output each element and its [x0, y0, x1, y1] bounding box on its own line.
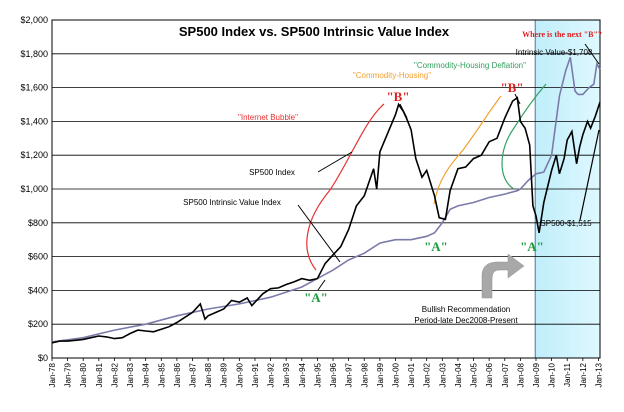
- y-tick-label: $1,000: [20, 184, 48, 194]
- x-tick-label: Jan-10: [548, 362, 557, 387]
- plot-frame: [51, 19, 601, 359]
- commodity-housing-arc: [433, 95, 502, 205]
- x-tick-label: Jan-93: [282, 362, 291, 387]
- x-tick-label: Jan-04: [454, 362, 463, 387]
- bullish-recommendation-line-1: Bullish Recommendation: [422, 305, 511, 314]
- bullish-arrow-icon: [481, 253, 525, 299]
- x-tick-label: Jan-07: [501, 362, 510, 387]
- commodity-deflation-arc: [501, 83, 547, 190]
- internet-bubble-arc: [306, 103, 385, 271]
- y-tick-label: $800: [28, 218, 48, 228]
- y-tick-label: $1,600: [20, 83, 48, 93]
- x-tick-label: Jan-83: [126, 362, 135, 387]
- y-tick-label: $1,400: [20, 116, 48, 126]
- intrinsic-value-label: Intrinsic Value-$1,708: [516, 48, 593, 57]
- x-tick-label: Jan-84: [142, 362, 151, 387]
- a-label-2002: "A": [424, 239, 448, 254]
- y-tick-label: $600: [28, 252, 48, 262]
- x-tick-label: Jan-11: [563, 362, 572, 386]
- x-tick-label: Jan-12: [579, 362, 588, 387]
- b-label-2007: "B": [500, 80, 523, 95]
- x-tick-label: Jan-00: [391, 362, 400, 387]
- commodity-housing-label: "Commodity-Housing": [353, 71, 431, 80]
- commodity-deflation-label: "Commodity-Housing Deflation": [414, 61, 526, 70]
- x-tick-label: Jan-79: [64, 362, 73, 387]
- x-tick-label: Jan-81: [95, 362, 104, 387]
- x-tick-label: Jan-94: [298, 362, 307, 387]
- x-tick-label: Jan-95: [313, 362, 322, 387]
- x-tick-label: Jan-98: [360, 362, 369, 387]
- x-tick-label: Jan-01: [407, 362, 416, 387]
- gridlines: [52, 19, 600, 359]
- x-tick-label: Jan-89: [220, 362, 229, 387]
- sp500-index-label: SP500 Index: [249, 168, 295, 177]
- sp500-index-arrow: [317, 151, 353, 173]
- intrinsic-index-label: SP500 Intrinsic Value Index: [183, 198, 281, 207]
- b-label-2000: "B": [386, 89, 409, 104]
- x-tick-label: Jan-80: [79, 362, 88, 387]
- y-tick-label: $2,000: [20, 15, 48, 25]
- x-tick-label: Jan-09: [532, 362, 541, 387]
- bullish-recommendation-line-2: Period-late Dec2008-Present: [414, 316, 518, 325]
- x-tick-label: Jan-86: [173, 362, 182, 387]
- y-axis-ticks: $0 $200 $400 $600 $800 $1,000 $1,200 $1,400 $1,6…: [20, 15, 48, 363]
- intrinsic-value-line: [51, 56, 601, 343]
- sp500-value-label: SP500-$1,515: [540, 219, 592, 228]
- internet-bubble-label: "Internet Bubble": [238, 113, 298, 122]
- x-tick-label: Jan-08: [516, 362, 525, 387]
- y-tick-label: $400: [28, 285, 48, 295]
- x-tick-label: Jan-03: [438, 362, 447, 387]
- chart-title: SP500 Index vs. SP500 Intrinsic Value In…: [179, 24, 450, 39]
- x-tick-label: Jan-13: [594, 362, 603, 387]
- x-tick-label: Jan-78: [48, 362, 57, 387]
- y-tick-label: $0: [38, 353, 48, 363]
- x-tick-label: Jan-92: [267, 362, 276, 387]
- sp500-index-line: [51, 96, 601, 344]
- x-tick-label: Jan-05: [470, 362, 479, 387]
- a-arrow-1: [317, 279, 326, 291]
- next-b-arrow: [584, 43, 600, 65]
- x-tick-label: Jan-85: [157, 362, 166, 387]
- y-tick-label: $200: [28, 319, 48, 329]
- a-label-1994: "A": [304, 290, 328, 305]
- x-tick-label: Jan-87: [189, 362, 198, 387]
- sp500-value-arrow: [579, 129, 600, 221]
- x-tick-label: Jan-96: [329, 362, 338, 387]
- x-tick-label: Jan-02: [423, 362, 432, 387]
- x-tick-label: Jan-99: [376, 362, 385, 387]
- a-label-2009: "A": [520, 239, 544, 254]
- y-tick-label: $1,200: [20, 150, 48, 160]
- where-next-b-label: Where is the next "B"?: [522, 30, 602, 39]
- x-tick-label: Jan-06: [485, 362, 494, 387]
- x-axis-ticks: Jan-78 Jan-79 Jan-80 Jan-81 Jan-82 Jan-83 Jan-…: [48, 358, 603, 387]
- x-tick-label: Jan-88: [204, 362, 213, 387]
- intrinsic-index-arrow: [297, 204, 341, 263]
- y-tick-label: $1,800: [20, 49, 48, 59]
- x-tick-label: Jan-91: [251, 362, 260, 387]
- x-tick-label: Jan-82: [110, 362, 119, 387]
- x-tick-label: Jan-97: [345, 362, 354, 387]
- x-tick-label: Jan-90: [235, 362, 244, 387]
